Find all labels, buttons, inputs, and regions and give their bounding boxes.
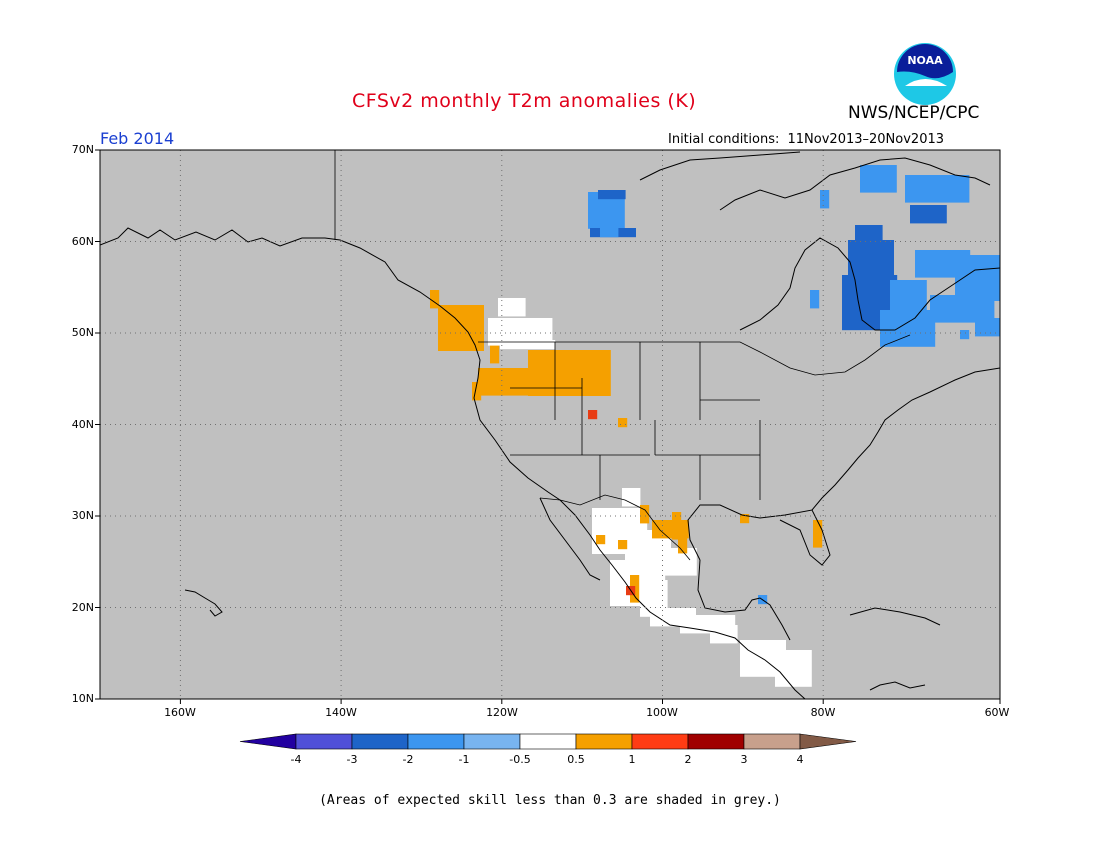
lat-label: 60N (71, 235, 94, 248)
lat-label: 70N (71, 143, 94, 156)
coastlines (100, 151, 1000, 699)
anomaly-cell-block (498, 298, 526, 317)
initial-conditions: Initial conditions: 11Nov2013–20Nov2013 (668, 132, 944, 147)
anomaly-cell-block (500, 340, 556, 350)
lat-label: 20N (71, 601, 94, 614)
lat-label: 10N (71, 692, 94, 705)
anomaly-cell-block (618, 418, 628, 428)
anomaly-cell-block (820, 190, 830, 209)
anomaly-cell-block (678, 535, 688, 554)
colorbar-swatch (407, 733, 465, 750)
lon-label: 80W (810, 706, 836, 719)
colorbar-swatch (743, 733, 801, 750)
anomaly-cell-block (490, 345, 500, 364)
graticule (100, 150, 1000, 699)
anomaly-cell-block (855, 225, 883, 244)
anomaly-cell-block (813, 520, 823, 548)
initial-conditions-value: 11Nov2013–20Nov2013 (787, 132, 945, 147)
anomaly-cell-block (588, 410, 598, 420)
anomaly-cell-block (622, 488, 641, 507)
forecast-month: Feb 2014 (100, 129, 175, 148)
anomaly-cell-block (775, 650, 812, 687)
colorbar-swatch (687, 733, 745, 750)
colorbar-swatch (463, 733, 521, 750)
anomaly-cell-block (672, 512, 682, 540)
anomaly-cell-block (975, 318, 1000, 337)
colorbar-label: 3 (740, 753, 748, 766)
footnote: (Areas of expected skill less than 0.3 a… (319, 793, 781, 808)
colorbar-label: 2 (684, 753, 692, 766)
anomaly-cell-block (860, 165, 897, 193)
colorbar-swatch (295, 733, 353, 750)
colorbar-label: -4 (290, 753, 302, 766)
anomaly-cell-block (880, 310, 936, 347)
lat-label: 30N (71, 509, 94, 522)
colorbar-swatch (631, 733, 689, 750)
noaa-logo: NOAA (894, 43, 956, 105)
anomaly-cell-block (598, 190, 626, 200)
colorbar-arrow-high (799, 733, 857, 750)
axis-ticks (95, 149, 1001, 704)
anomaly-cell-block (438, 305, 484, 351)
colorbar-label: -0.5 (509, 753, 531, 766)
anomaly-cell-block (472, 382, 482, 401)
colorbar-arrow-low (239, 733, 297, 750)
anomaly-cell-block (596, 535, 606, 545)
anomaly-cell-block (430, 290, 440, 309)
colorbar-label: 1 (628, 753, 636, 766)
colorbar-label: -3 (346, 753, 358, 766)
agency-label: NWS/NCEP/CPC (848, 103, 980, 123)
anomaly-cell-block (600, 228, 619, 238)
colorbar-label: 4 (796, 753, 804, 766)
colorbar-swatch (351, 733, 409, 750)
anomaly-cell-block (955, 255, 1000, 301)
initial-conditions-label: Initial conditions: (668, 132, 780, 147)
anomaly-cell-block (910, 205, 947, 224)
anomaly-cell-block (528, 350, 611, 396)
chart-title: CFSv2 monthly T2m anomalies (K) (352, 90, 697, 112)
anomaly-cell-block (848, 240, 894, 277)
lon-label: 100W (646, 706, 678, 719)
anomaly-cell-block (960, 330, 970, 340)
lat-label: 40N (71, 418, 94, 431)
svg-text:NOAA: NOAA (907, 54, 943, 67)
anomaly-cell-block (810, 290, 820, 309)
lon-label: 60W (984, 706, 1010, 719)
lon-label: 120W (486, 706, 518, 719)
anomaly-cell-block (740, 514, 750, 524)
lon-label: 140W (325, 706, 357, 719)
colorbar-label: 0.5 (567, 753, 585, 766)
colorbar-swatch (575, 733, 633, 750)
colorbar-label: -1 (458, 753, 470, 766)
colorbar-label: -2 (402, 753, 414, 766)
anomaly-cell-block (618, 540, 628, 550)
colorbar-swatch (519, 733, 577, 750)
lon-label: 160W (164, 706, 196, 719)
anomaly-cell-block (640, 505, 650, 524)
colorbar (239, 733, 857, 750)
lat-label: 50N (71, 326, 94, 339)
anomaly-cell-block (905, 175, 970, 203)
political-borders (334, 150, 911, 561)
